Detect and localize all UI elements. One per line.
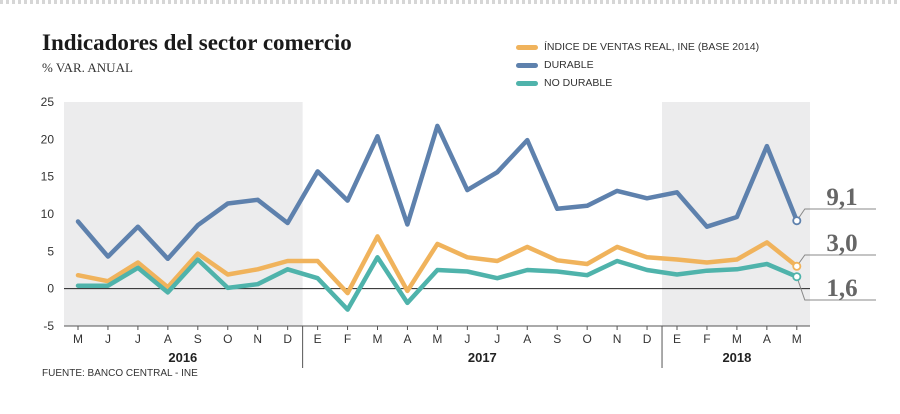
end-label-ventas: 3,0 bbox=[826, 230, 857, 257]
series-line-no-durable bbox=[75, 255, 800, 312]
legend-label-no-durable: NO DURABLE bbox=[544, 77, 613, 89]
legend-swatch-no-durable bbox=[516, 80, 538, 86]
x-tick-label: J bbox=[494, 332, 500, 346]
y-tick-label: -5 bbox=[43, 319, 54, 333]
x-tick-label: M bbox=[373, 332, 383, 346]
x-tick-label: A bbox=[164, 332, 172, 346]
x-tick-label: D bbox=[283, 332, 292, 346]
legend-swatch-ventas bbox=[516, 44, 538, 50]
year-label-2016: 2016 bbox=[168, 350, 197, 365]
year-label-2018: 2018 bbox=[722, 350, 751, 365]
chart-title: Indicadores del sector comercio bbox=[42, 30, 352, 55]
y-tick-label: 5 bbox=[47, 244, 54, 258]
x-tick-label: E bbox=[314, 332, 322, 346]
end-label-durable: 9,1 bbox=[826, 184, 857, 211]
x-tick-label: A bbox=[403, 332, 411, 346]
legend-swatch-durable bbox=[516, 62, 538, 68]
series-line-ventas bbox=[75, 234, 800, 296]
x-tick-label: D bbox=[643, 332, 652, 346]
y-tick-label: 10 bbox=[41, 207, 55, 221]
legend: ÍNDICE DE VENTAS REAL, INE (BASE 2014) D… bbox=[516, 38, 759, 92]
legend-item-durable: DURABLE bbox=[516, 56, 759, 74]
x-tick-label: F bbox=[344, 332, 351, 346]
series-line-durable bbox=[75, 123, 800, 262]
x-tick-label: J bbox=[135, 332, 141, 346]
x-tick-label: J bbox=[464, 332, 470, 346]
x-tick-label: S bbox=[553, 332, 561, 346]
x-tick-label: M bbox=[792, 332, 802, 346]
x-tick-label: O bbox=[223, 332, 232, 346]
x-tick-label: M bbox=[73, 332, 83, 346]
end-leader-ventas bbox=[796, 254, 876, 267]
x-tick-label: O bbox=[582, 332, 591, 346]
y-tick-label: 25 bbox=[41, 95, 55, 109]
x-tick-label: S bbox=[194, 332, 202, 346]
legend-label-durable: DURABLE bbox=[544, 59, 594, 71]
year-label-2017: 2017 bbox=[468, 350, 497, 365]
legend-item-no-durable: NO DURABLE bbox=[516, 74, 759, 92]
y-tick-label: 20 bbox=[41, 132, 55, 146]
x-tick-label: N bbox=[253, 332, 262, 346]
chart-subtitle: % VAR. ANUAL bbox=[42, 60, 133, 75]
x-tick-label: M bbox=[432, 332, 442, 346]
x-tick-label: J bbox=[105, 332, 111, 346]
x-tick-label: A bbox=[523, 332, 531, 346]
top-dotted-rule bbox=[0, 0, 900, 4]
x-tick-label: E bbox=[673, 332, 681, 346]
y-tick-label: 0 bbox=[47, 282, 54, 296]
end-leader-no-durable bbox=[796, 276, 876, 301]
end-leader-durable bbox=[796, 208, 876, 222]
end-marker-ventas bbox=[792, 261, 802, 271]
year-band-2016 bbox=[64, 102, 303, 326]
legend-label-ventas: ÍNDICE DE VENTAS REAL, INE (BASE 2014) bbox=[544, 41, 760, 53]
x-tick-label: A bbox=[763, 332, 771, 346]
end-label-no-durable: 1,6 bbox=[826, 275, 857, 302]
x-tick-label: M bbox=[732, 332, 742, 346]
end-marker-no-durable bbox=[792, 272, 802, 282]
end-marker-durable bbox=[792, 216, 802, 226]
x-tick-label: F bbox=[703, 332, 710, 346]
legend-item-ventas: ÍNDICE DE VENTAS REAL, INE (BASE 2014) bbox=[516, 38, 759, 56]
x-tick-label: N bbox=[613, 332, 622, 346]
y-tick-label: 15 bbox=[41, 170, 55, 184]
source-note: FUENTE: BANCO CENTRAL - INE bbox=[42, 368, 198, 379]
